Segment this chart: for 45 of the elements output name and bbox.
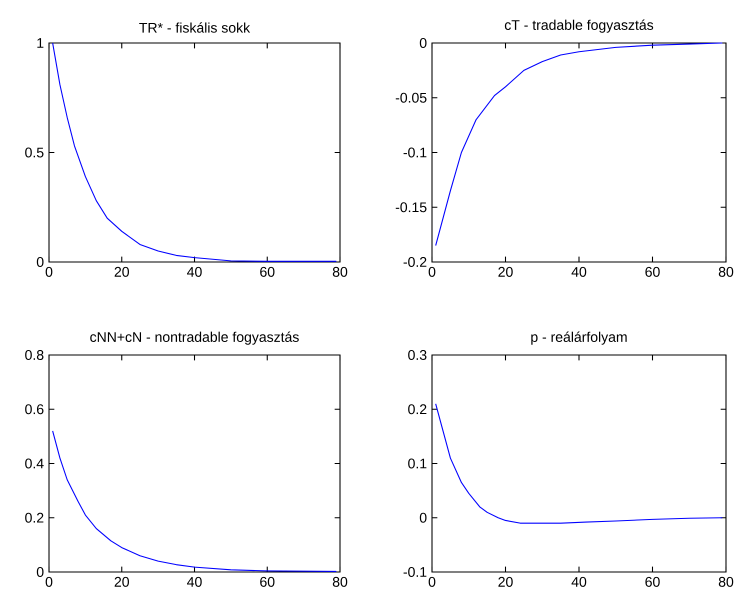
x-tick-label: 60: [645, 266, 660, 277]
line-series: [435, 42, 723, 246]
x-tick-label: 40: [572, 266, 586, 277]
chart-title: p - reálárfolyam: [531, 332, 627, 345]
x-tick-label: 20: [498, 266, 513, 277]
y-tick-label: 0: [36, 567, 44, 577]
y-tick-label: -0.1: [404, 148, 426, 158]
x-tick-label: 20: [114, 266, 129, 277]
y-tick-label: 0.1: [408, 458, 426, 468]
y-tick-label: 0: [36, 257, 44, 267]
x-tick-label: 80: [332, 576, 348, 587]
y-tick-label: 0.2: [25, 512, 44, 523]
x-tick-label: 0: [46, 266, 52, 277]
x-tick-label: 0: [428, 266, 436, 277]
line-series: [52, 42, 337, 262]
x-tick-label: 60: [645, 576, 660, 587]
x-tick-label: 0: [46, 576, 52, 587]
y-tick-label: -0.2: [404, 257, 426, 267]
x-tick-label: 20: [114, 576, 129, 587]
x-tick-label: 80: [332, 266, 348, 277]
y-tick-label: 0.6: [25, 404, 44, 414]
chart-title: cT - tradable fogyasztás: [504, 20, 654, 33]
x-tick-label: 0: [428, 576, 436, 587]
x-tick-label: 20: [498, 576, 513, 587]
y-tick-label: -0.1: [404, 567, 426, 577]
y-tick-label: 1: [37, 38, 44, 48]
line-series: [52, 430, 337, 572]
x-tick-label: 80: [718, 576, 734, 587]
y-tick-label: 0.4: [25, 458, 44, 468]
y-tick-label: 0.2: [408, 404, 426, 414]
chart-title: TR* - fiskális sokk: [139, 22, 250, 33]
y-tick-label: 0.5: [25, 148, 44, 158]
x-tick-label: 80: [718, 266, 734, 277]
y-tick-label: 0: [420, 38, 427, 48]
x-tick-label: 40: [187, 266, 202, 277]
x-tick-label: 40: [572, 576, 586, 587]
x-tick-label: 40: [187, 576, 202, 587]
x-tick-label: 60: [260, 576, 274, 587]
y-tick-label: 0.3: [408, 350, 426, 360]
chart-title: cNN+cN - nontradable fogyasztás: [90, 332, 299, 345]
y-tick-label: -0.15: [396, 202, 426, 212]
y-tick-label: -0.05: [396, 92, 426, 103]
y-tick-label: 0: [420, 512, 427, 523]
x-tick-label: 60: [260, 266, 274, 277]
y-tick-label: 0.8: [25, 350, 44, 360]
